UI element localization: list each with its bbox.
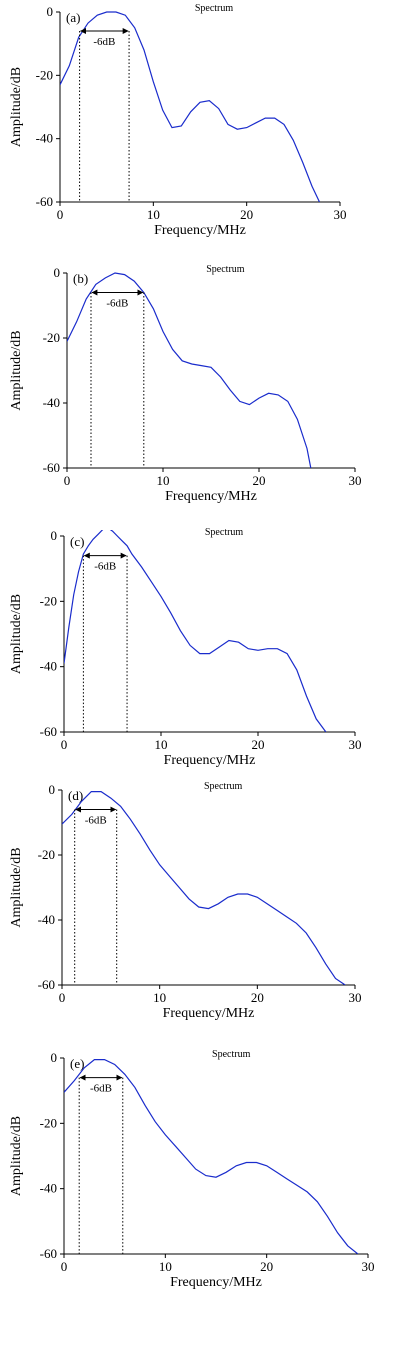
x-axis-label: Frequency/MHz (164, 753, 256, 768)
y-tick-label: -60 (38, 977, 55, 992)
x-tick-label: 0 (59, 990, 66, 1005)
spectrum-line (67, 272, 312, 468)
chart-title: Spectrum (212, 1049, 251, 1060)
y-tick-label: -20 (40, 1115, 57, 1130)
x-tick-label: 20 (252, 737, 265, 752)
spectrum-panel-b: 0 10 20 30 0 -20 -40 -60 Frequency/MHz Amplitude/… (9, 264, 362, 504)
bandwidth-label: -6dB (106, 298, 128, 310)
y-axis-label: Amplitude/dB (9, 330, 24, 410)
y-tick-label: -40 (40, 1181, 57, 1196)
bandwidth-label: -6dB (85, 815, 107, 827)
y-tick-label: -60 (40, 1246, 57, 1261)
y-tick-label: 0 (51, 1050, 58, 1065)
x-tick-label: 20 (251, 990, 264, 1005)
x-tick-label: 10 (155, 737, 168, 752)
panel-label: (b) (73, 271, 88, 286)
x-tick-label: 0 (61, 1259, 68, 1274)
y-tick-label: 0 (51, 528, 58, 543)
spectrum-line (60, 11, 321, 202)
x-tick-label: 20 (260, 1259, 273, 1274)
y-tick-label: 0 (47, 4, 54, 19)
spectrum-line (64, 1058, 359, 1254)
spectrum-line (64, 530, 327, 732)
y-tick-label: -60 (40, 724, 57, 739)
spectrum-panel-d: 0 10 20 30 0 -20 -40 -60 Frequency/MHz Amplitude/… (9, 781, 362, 1021)
x-tick-label: 30 (362, 1259, 375, 1274)
y-tick-label: -20 (38, 847, 55, 862)
x-axis-label: Frequency/MHz (163, 1006, 255, 1021)
y-tick-label: -20 (43, 330, 60, 345)
y-axis-label: Amplitude/dB (9, 847, 24, 927)
chart-title: Spectrum (206, 264, 245, 275)
y-tick-label: -40 (40, 659, 57, 674)
spectrum-panel-c: 0 10 20 30 0 -20 -40 -60 Frequency/MHz Amplitude/… (9, 527, 362, 768)
x-tick-label: 10 (153, 990, 166, 1005)
spectrum-panel-a: 0 10 20 30 0 -20 -40 -60 Frequency/MHz Amplitude/… (9, 3, 347, 238)
y-tick-label: -40 (36, 131, 53, 146)
panel-label: (c) (70, 534, 84, 549)
y-tick-label: 0 (54, 265, 61, 280)
bandwidth-label: -6dB (90, 1083, 112, 1095)
x-tick-label: 10 (159, 1259, 172, 1274)
panel-label: (a) (66, 10, 80, 25)
panel-label: (d) (68, 788, 83, 803)
x-tick-label: 10 (157, 473, 170, 488)
bandwidth-label: -6dB (93, 36, 115, 48)
x-tick-label: 0 (57, 207, 64, 222)
x-axis-label: Frequency/MHz (165, 489, 257, 504)
bandwidth-label: -6dB (94, 561, 116, 573)
panel-label: (e) (70, 1056, 84, 1071)
x-tick-label: 0 (64, 473, 71, 488)
y-tick-label: -20 (36, 67, 53, 82)
x-axis-label: Frequency/MHz (170, 1275, 262, 1290)
chart-title: Spectrum (205, 527, 244, 538)
y-tick-label: -60 (43, 460, 60, 475)
spectrum-panel-e: 0 10 20 30 0 -20 -40 -60 Frequency/MHz Amplitude/… (9, 1049, 375, 1290)
x-tick-label: 20 (240, 207, 253, 222)
y-axis-label: Amplitude/dB (9, 67, 24, 147)
y-tick-label: -60 (36, 194, 53, 209)
x-tick-label: 20 (253, 473, 266, 488)
y-axis-label: Amplitude/dB (9, 1116, 24, 1196)
y-axis-label: Amplitude/dB (9, 594, 24, 674)
x-tick-label: 30 (349, 737, 362, 752)
y-tick-label: 0 (49, 782, 56, 797)
x-tick-label: 30 (349, 473, 362, 488)
chart-title: Spectrum (195, 3, 234, 14)
spectrum-line (62, 790, 346, 985)
x-tick-label: 30 (334, 207, 347, 222)
x-tick-label: 30 (349, 990, 362, 1005)
y-tick-label: -40 (43, 395, 60, 410)
x-tick-label: 10 (147, 207, 160, 222)
x-axis-label: Frequency/MHz (154, 223, 246, 238)
chart-title: Spectrum (204, 781, 243, 792)
y-tick-label: -40 (38, 912, 55, 927)
x-tick-label: 0 (61, 737, 68, 752)
y-tick-label: -20 (40, 593, 57, 608)
